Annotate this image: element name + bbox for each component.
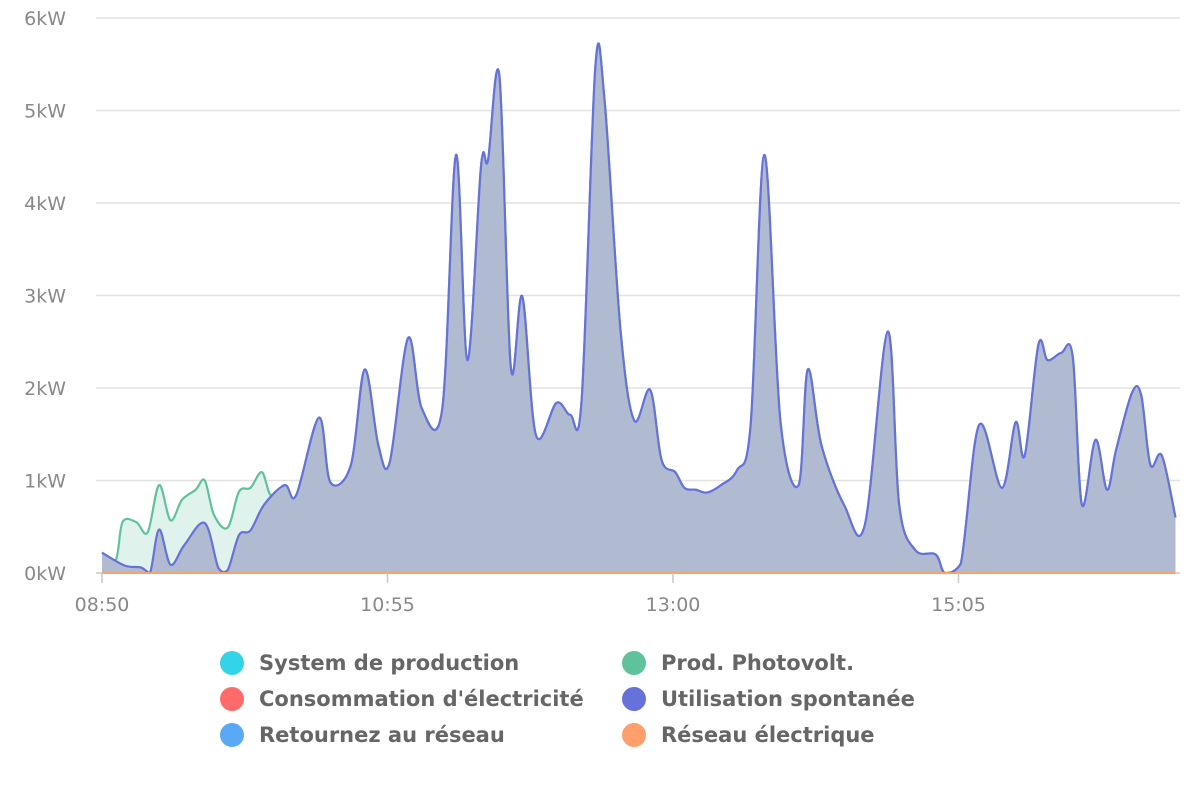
- chart-plot: 0kW 1kW 2kW 3kW 4kW 5kW 6kW 08:50 10:55 13:00 15:…: [24, 8, 1180, 616]
- legend-marker: [220, 723, 244, 747]
- legend-marker: [220, 687, 244, 711]
- series-line-3: [101, 42, 1177, 575]
- legend-marker: [622, 687, 646, 711]
- y-tick-label: 6kW: [24, 8, 66, 30]
- legend-marker: [622, 651, 646, 675]
- legend-item-consumption[interactable]: Consommation d'électricité: [220, 686, 622, 712]
- x-tick-label: 13:00: [646, 594, 701, 616]
- legend-item-pv[interactable]: Prod. Photovolt.: [622, 650, 972, 676]
- y-tick-label: 3kW: [24, 286, 66, 308]
- x-tick-label: 10:55: [360, 594, 415, 616]
- y-tick-label: 5kW: [24, 101, 66, 123]
- legend-item-self-use[interactable]: Utilisation spontanée: [622, 686, 972, 712]
- legend-marker: [622, 723, 646, 747]
- y-tick-label: 1kW: [24, 471, 66, 493]
- legend-item-feed-in[interactable]: Retournez au réseau: [220, 722, 622, 748]
- x-tick-label: 08:50: [75, 594, 130, 616]
- series-area-3: [102, 43, 1176, 573]
- legend-item-system-production[interactable]: System de production: [220, 650, 622, 676]
- y-tick-label: 2kW: [24, 378, 66, 400]
- legend-marker: [220, 651, 244, 675]
- x-tick-label: 15:05: [931, 594, 986, 616]
- legend-item-grid[interactable]: Réseau électrique: [622, 722, 972, 748]
- legend: System de production Prod. Photovolt. Co…: [220, 650, 980, 748]
- y-tick-label: 0kW: [24, 563, 66, 585]
- y-tick-label: 4kW: [24, 193, 66, 215]
